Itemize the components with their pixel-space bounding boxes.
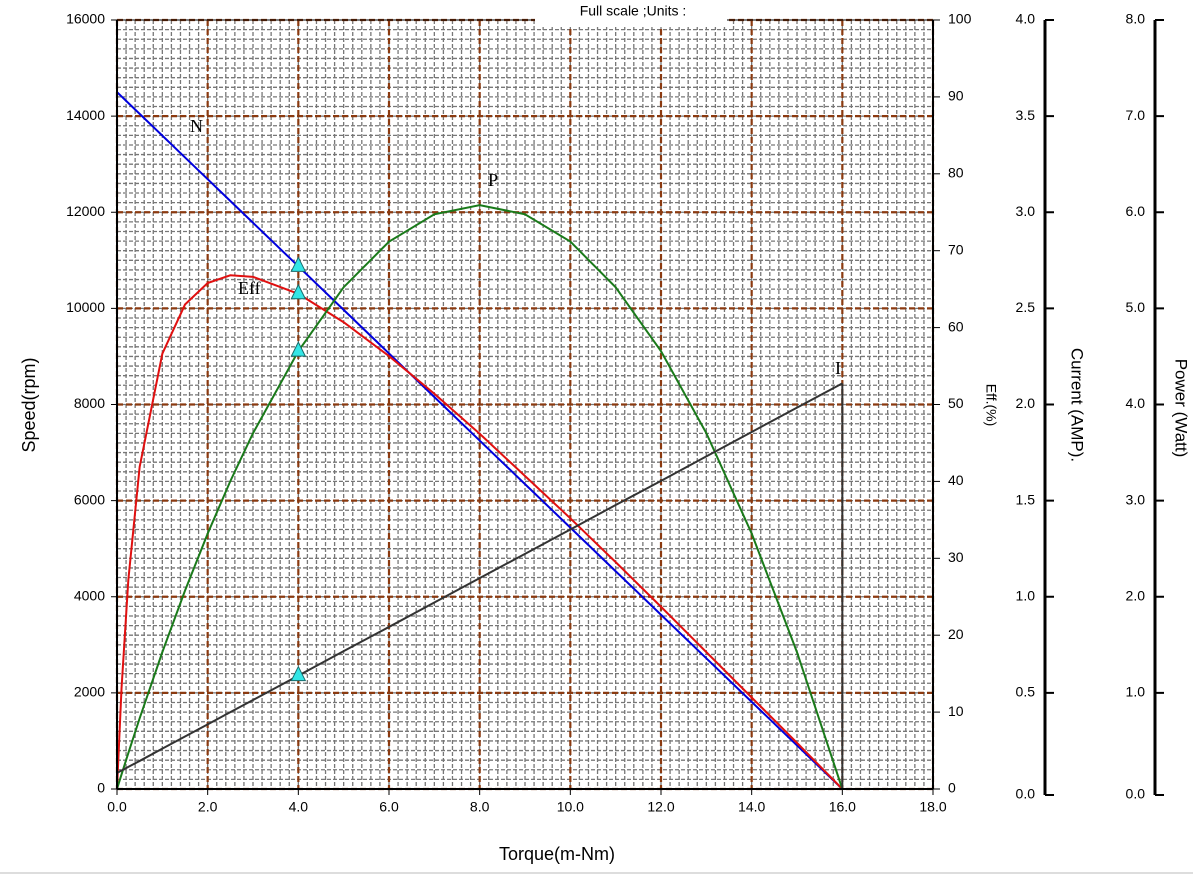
y4-tick-label: 1.0 xyxy=(1126,684,1146,700)
y3-tick-label: 1.0 xyxy=(1016,587,1036,603)
y4-tick-label: 4.0 xyxy=(1126,395,1146,411)
marker xyxy=(290,665,307,682)
curve-label: Eff xyxy=(238,278,261,298)
y2-tick-label: 50 xyxy=(948,395,964,411)
y4-tick-label: 5.0 xyxy=(1126,299,1146,315)
curve xyxy=(116,274,844,790)
y2-tick-label: 90 xyxy=(948,88,964,104)
y-tick-label: 8000 xyxy=(74,395,105,411)
x-tick-label: 8.0 xyxy=(470,799,490,815)
curve xyxy=(116,91,844,790)
x-tick-label: 4.0 xyxy=(289,799,309,815)
y2-tick-label: 30 xyxy=(948,549,964,565)
curve xyxy=(116,204,844,790)
y-tick-label: 2000 xyxy=(74,684,105,700)
x-axis-label: Torque(m-Nm) xyxy=(499,844,615,864)
y3-tick-label: 1.5 xyxy=(1016,491,1036,507)
y2-tick-label: 20 xyxy=(948,626,964,642)
x-tick-label: 2.0 xyxy=(198,799,218,815)
y2-tick-label: 0 xyxy=(948,780,956,796)
y-tick-label: 0 xyxy=(97,780,105,796)
y4-tick-label: 8.0 xyxy=(1126,11,1146,27)
curve-label: P xyxy=(488,170,498,190)
y-tick-label: 12000 xyxy=(66,203,105,219)
y2-tick-label: 40 xyxy=(948,472,964,488)
y-axis-label: Speed(rpm) xyxy=(19,357,39,452)
y2-tick-label: 60 xyxy=(948,318,964,334)
y4-axis-label: Power (Watt) xyxy=(1172,359,1191,458)
title-box xyxy=(535,0,727,27)
y4-tick-label: 3.0 xyxy=(1126,491,1146,507)
y3-tick-label: 3.0 xyxy=(1016,203,1036,219)
y4-tick-label: 2.0 xyxy=(1126,587,1146,603)
y3-tick-label: 0.0 xyxy=(1016,786,1036,802)
marker xyxy=(290,256,307,272)
y4-tick-label: 6.0 xyxy=(1126,203,1146,219)
x-tick-label: 16.0 xyxy=(829,799,856,815)
chart-title: Full scale ;Units : xyxy=(580,3,687,19)
y-tick-label: 14000 xyxy=(66,107,105,123)
y2-tick-label: 10 xyxy=(948,703,964,719)
y2-tick-label: 70 xyxy=(948,241,964,257)
y3-axis-label: Current (AMP). xyxy=(1068,348,1087,462)
x-tick-label: 10.0 xyxy=(557,799,584,815)
y2-tick-label: 80 xyxy=(948,165,964,181)
grid xyxy=(115,18,935,791)
axes: 0.0 2.0 4.0 6.0 8.0 10.0 12.0 14.0 16.0 18.002000… xyxy=(66,11,1164,815)
y3-tick-label: 2.5 xyxy=(1016,299,1036,315)
x-tick-label: 6.0 xyxy=(379,799,399,815)
y2-axis-label: Eff.(%) xyxy=(983,384,999,427)
y3-tick-label: 2.0 xyxy=(1016,395,1036,411)
x-tick-label: 18.0 xyxy=(919,799,946,815)
y-tick-label: 10000 xyxy=(66,299,105,315)
y3-tick-label: 4.0 xyxy=(1016,11,1036,27)
x-tick-label: 14.0 xyxy=(738,799,765,815)
y-tick-label: 6000 xyxy=(74,491,105,507)
marker xyxy=(290,341,307,357)
y2-tick-label: 100 xyxy=(948,11,972,27)
y3-tick-label: 3.5 xyxy=(1016,107,1036,123)
curves: N Eff P I xyxy=(116,91,844,790)
y4-tick-label: 7.0 xyxy=(1126,107,1146,123)
curve xyxy=(116,382,843,774)
y-tick-label: 16000 xyxy=(66,11,105,27)
marker xyxy=(290,283,307,300)
curve-label: I xyxy=(835,358,841,378)
y3-tick-label: 0.5 xyxy=(1016,684,1036,700)
x-tick-label: 0.0 xyxy=(107,799,127,815)
curve-label: N xyxy=(190,116,203,136)
y-tick-label: 4000 xyxy=(74,587,105,603)
y4-tick-label: 0.0 xyxy=(1126,786,1146,802)
x-tick-label: 12.0 xyxy=(647,799,674,815)
